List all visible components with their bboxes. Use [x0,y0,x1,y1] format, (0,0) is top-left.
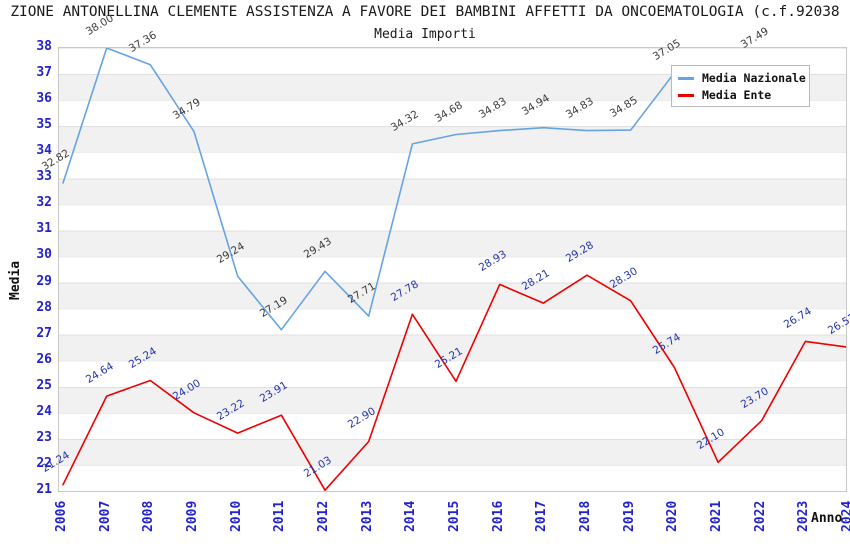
x-tick-label: 2011 [272,500,288,532]
y-tick-label: 35 [36,117,52,133]
y-tick-label: 29 [36,273,52,289]
legend-item-media-nazionale: Media Nazionale [678,70,806,87]
y-tick-label: 36 [36,91,52,107]
y-tick-label: 30 [36,247,52,263]
x-tick-label: 2010 [228,500,244,532]
y-tick-label: 31 [36,221,52,237]
x-tick-label: 2014 [403,500,419,532]
legend-item-media-ente: Media Ente [678,87,803,104]
x-tick-label: 2018 [578,500,594,532]
x-tick-label: 2009 [185,500,200,532]
y-tick-label: 33 [36,169,52,185]
y-tick-label: 27 [36,325,52,341]
x-tick-label: 2023 [796,500,812,532]
x-tick-label: 2008 [141,500,157,532]
y-tick-label: 28 [36,299,52,315]
legend-label-media-ente: Media Ente [702,88,772,102]
y-tick-label: 22 [36,455,52,471]
x-tick-label: 2019 [621,500,637,532]
x-tick-label: 2015 [447,500,463,532]
y-tick-label: 38 [36,39,52,54]
x-axis-title: Anno [811,511,843,526]
media-ente-line-sample-icon [678,94,694,97]
x-tick-label: 2013 [359,500,375,532]
y-tick-label: 32 [36,195,52,211]
x-tick-label: 2022 [752,500,768,532]
x-tick-label: 2020 [665,500,681,532]
x-tick-label: 2021 [709,500,725,532]
chart-title: ZIONE ANTONELLINA CLEMENTE ASSISTENZA A … [10,4,840,20]
x-tick-label: 2017 [534,500,550,532]
y-axis-title: Media [8,260,23,300]
media-ente-line [62,274,846,491]
x-tick-label: 2016 [490,500,506,532]
y-tick-label: 24 [36,403,52,419]
media-nazionale-line-sample-icon [678,77,694,80]
legend: Media Nazionale Media Ente [671,65,810,107]
x-tick-label: 2012 [316,500,332,532]
plot-area [58,47,847,492]
y-tick-label: 37 [36,65,52,81]
legend-label-media-nazionale: Media Nazionale [702,71,806,85]
y-tick-label: 23 [36,429,52,445]
y-tick-label: 25 [36,377,52,393]
y-tick-label: 21 [36,482,52,497]
chart-subtitle: Media Importi [374,27,476,42]
x-tick-label: 2006 [54,500,69,532]
media-nazionale-line [62,48,676,331]
x-tick-label: 2007 [97,500,113,532]
y-tick-label: 26 [36,351,52,367]
y-tick-label: 34 [36,143,52,159]
series-lines [62,48,846,491]
